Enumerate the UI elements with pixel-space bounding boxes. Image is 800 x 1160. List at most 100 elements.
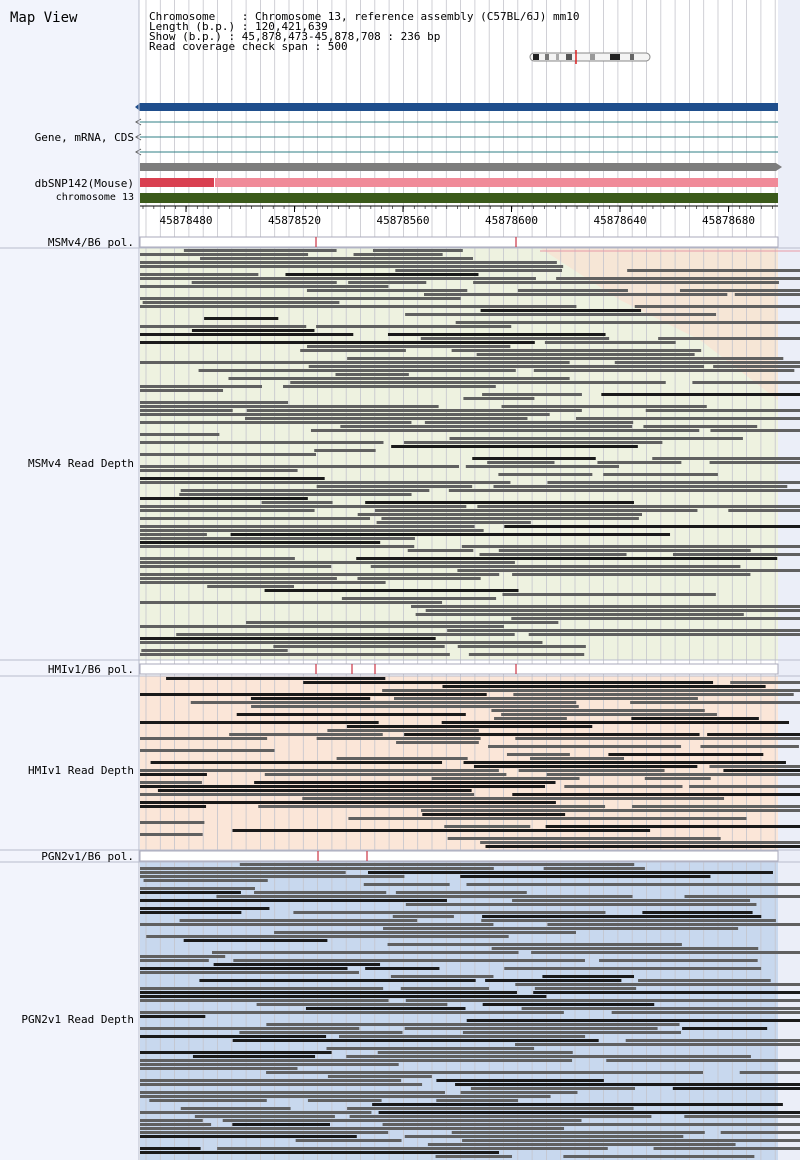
sequence-read: [146, 935, 509, 938]
sequence-read: [465, 465, 620, 468]
sequence-read: [140, 1123, 212, 1126]
sequence-read: [140, 545, 415, 548]
sequence-read: [435, 1155, 513, 1158]
sequence-read: [480, 309, 642, 312]
sequence-read: [213, 963, 381, 966]
chromosome-info: Chromosome : Chromosome 13, reference as…: [149, 10, 580, 23]
sequence-read: [266, 1071, 703, 1074]
sequence-read: [140, 537, 415, 540]
sequence-read: [239, 1031, 403, 1034]
sequence-read: [157, 789, 472, 792]
sequence-read: [460, 1091, 578, 1094]
sequence-read: [140, 297, 461, 300]
sequence-read: [472, 457, 596, 460]
sequence-read: [140, 1035, 327, 1038]
sequence-read: [372, 1103, 783, 1106]
sequence-read: [228, 377, 570, 380]
sequence-read: [625, 1039, 800, 1042]
sequence-read: [400, 987, 489, 990]
sequence-read: [140, 1119, 203, 1122]
sequence-read: [455, 1083, 800, 1086]
sequence-read: [415, 613, 744, 616]
sequence-read: [230, 533, 671, 536]
sequence-read: [463, 761, 786, 764]
sequence-read: [176, 633, 515, 636]
pgn-polymorphism-track-box: [139, 850, 779, 862]
sequence-read: [140, 653, 450, 656]
sequence-read: [679, 289, 800, 292]
sequence-read: [480, 841, 800, 844]
sequence-read: [461, 545, 800, 548]
ideogram-band: [556, 54, 559, 60]
sequence-read: [442, 685, 766, 688]
sequence-read: [266, 1023, 680, 1026]
sequence-read: [545, 825, 800, 828]
sequence-read: [404, 1135, 684, 1138]
sequence-read: [515, 1043, 800, 1046]
sequence-read: [245, 417, 528, 420]
sequence-read: [436, 1079, 604, 1082]
sequence-read: [531, 951, 800, 954]
sequence-read: [335, 373, 409, 376]
sequence-read: [652, 457, 800, 460]
sequence-read: [444, 825, 531, 828]
sequence-read: [363, 883, 450, 886]
sequence-read: [140, 891, 241, 894]
msm-polymorphism-track-box: [139, 236, 779, 248]
sequence-read: [140, 923, 494, 926]
sequence-read: [246, 409, 582, 412]
sequence-read: [140, 1131, 389, 1134]
sequence-read: [528, 633, 800, 636]
sequence-read: [140, 693, 487, 696]
sequence-read: [387, 333, 606, 336]
sequence-read: [140, 821, 205, 824]
sequence-read: [140, 565, 332, 568]
sequence-read: [140, 557, 295, 560]
sequence-read: [395, 891, 527, 894]
sequence-read: [283, 385, 496, 388]
sequence-read: [140, 305, 577, 308]
sequence-read: [140, 1015, 206, 1018]
sequence-read: [194, 1115, 335, 1118]
sequence-read: [293, 911, 606, 914]
sequence-read: [606, 1059, 800, 1062]
sequence-read: [142, 301, 340, 304]
sequence-read: [530, 757, 625, 760]
sequence-read: [140, 433, 220, 436]
sequence-read: [336, 757, 468, 760]
sequence-read: [658, 337, 800, 340]
sequence-read: [340, 425, 633, 428]
sequence-read: [457, 569, 800, 572]
ruler-tick-label: 45878560: [377, 214, 430, 227]
sequence-read: [425, 609, 800, 612]
sequence-read: [264, 773, 507, 776]
sequence-read: [140, 785, 546, 788]
sequence-read: [140, 749, 275, 752]
sequence-read: [682, 1027, 768, 1030]
sequence-read: [457, 645, 586, 648]
sequence-read: [512, 899, 751, 902]
sequence-read: [264, 589, 519, 592]
sequence-read: [140, 959, 209, 962]
msm-depth-background-tint: [540, 248, 778, 400]
sequence-read: [547, 923, 800, 926]
sequence-read: [477, 505, 800, 508]
sequence-read: [357, 513, 642, 516]
sequence-read: [365, 967, 440, 970]
sequence-read: [140, 907, 270, 910]
sequence-read: [140, 341, 535, 344]
sequence-read: [542, 975, 635, 978]
sequence-read: [395, 269, 563, 272]
snp-pink-block: [215, 178, 778, 187]
sequence-read: [502, 593, 716, 596]
sequence-read: [316, 737, 481, 740]
sequence-read: [357, 577, 481, 580]
sequence-read: [254, 781, 556, 784]
sequence-read: [643, 425, 758, 428]
sequence-read: [365, 501, 634, 504]
sequence-read: [140, 261, 557, 264]
sequence-read: [455, 321, 800, 324]
sequence-read: [470, 1087, 636, 1090]
sequence-read: [356, 557, 778, 560]
